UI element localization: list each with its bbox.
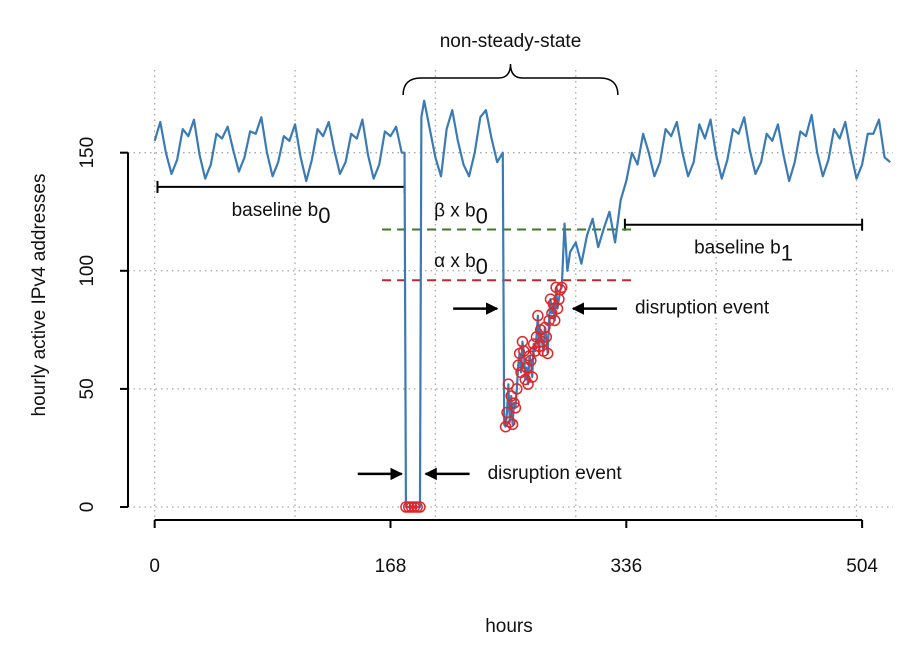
y-tick-label: 100 [77,255,98,287]
annotation-label: β x b0 [434,200,488,228]
disruption-point [525,354,537,367]
disruption-point [527,338,540,350]
annotation-text: α x b [434,251,476,272]
annotation-subscript: 0 [318,203,330,228]
annotation-subscript: 0 [476,254,488,279]
annotation-label: α x b0 [434,251,488,279]
y-axis-label: hourly active IPv4 addresses [29,174,50,417]
annotation-label: disruption event [635,298,770,319]
disruption-point [505,390,517,402]
y-tick-label: 150 [77,137,98,169]
y-tick-label: 0 [77,502,98,513]
x-tick-label: 168 [375,556,407,577]
annotation-subscript: 1 [781,241,793,266]
annotation-text: β x b [434,200,476,221]
series-line [153,99,891,509]
disruption-point [508,397,520,409]
disruption-point [540,331,553,343]
disruption-point [506,418,519,431]
disruption-point [526,371,539,383]
disruption-point [532,309,544,322]
disruption-point [541,347,554,360]
x-tick-label: 336 [610,556,642,577]
disruption-point [512,359,524,372]
annotation-label: baseline b1 [694,238,793,266]
disruption-point [504,416,516,428]
annotation-text: baseline b [694,238,781,259]
y-tick-label: 50 [77,378,98,399]
annotation-label: disruption event [488,463,623,484]
disruption-point [548,314,561,327]
annotation-label: non-steady-state [440,31,582,52]
x-tick-label: 504 [846,556,878,577]
annotation-subscript: 0 [476,203,488,228]
brace [402,63,619,96]
disruption-point [414,501,426,513]
disruption-point [511,383,523,395]
disruption-point [509,402,522,414]
disruption-point [543,314,555,327]
annotation-text: baseline b [232,200,319,221]
disruption-point [555,281,568,294]
annotation-label: baseline b0 [232,200,331,228]
disruption-point [502,378,515,390]
x-axis-label: hours [485,616,533,637]
x-tick-label: 0 [149,556,160,577]
